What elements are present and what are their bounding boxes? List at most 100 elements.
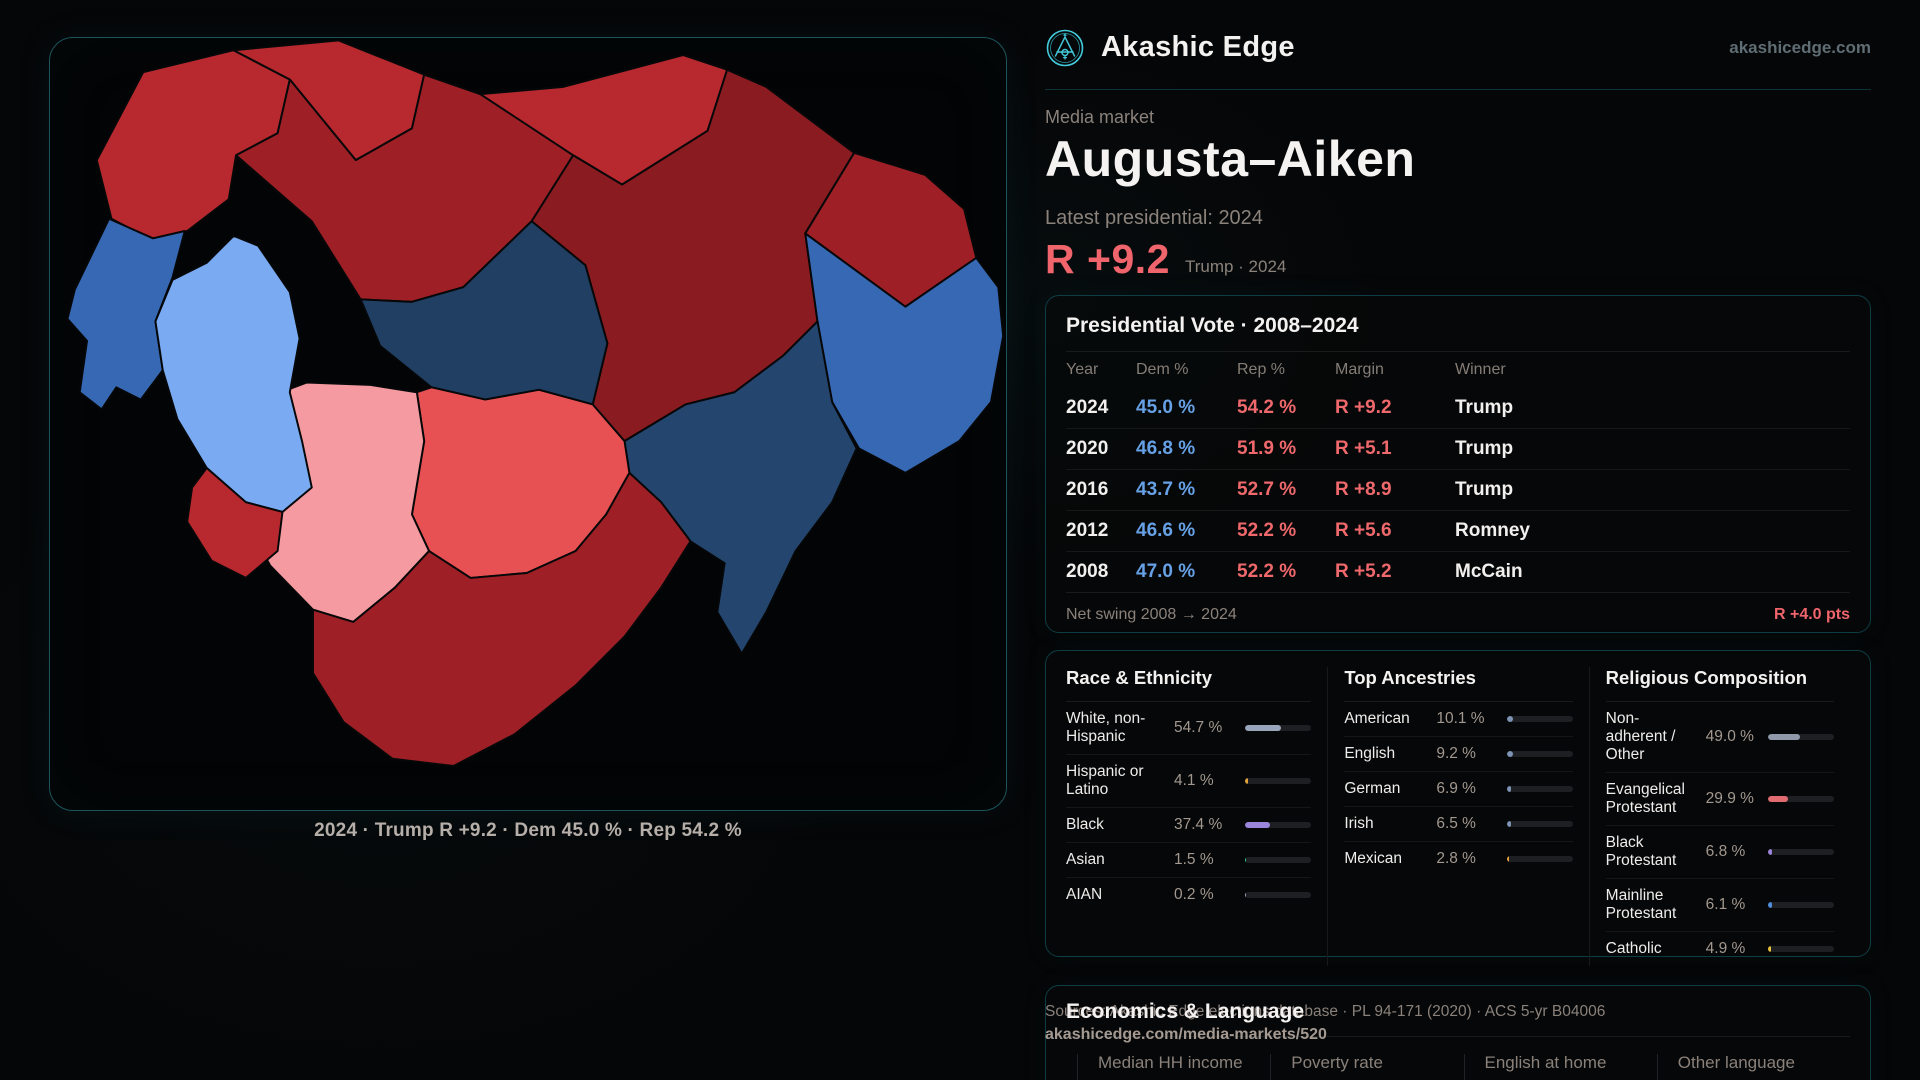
demo-row-bar-fill	[1768, 849, 1773, 855]
economics-stat: Median HH income $48,178	[1077, 1054, 1270, 1080]
vote-cell: 52.7 %	[1237, 479, 1297, 500]
demo-row-bar	[1506, 786, 1573, 792]
demo-row-value: 10.1 %	[1436, 710, 1485, 727]
demo-row: Irish 6.5 %	[1344, 807, 1573, 842]
demo-row-bar-fill	[1245, 725, 1282, 731]
economics-stat: English at home 94.1 %	[1463, 1053, 1657, 1080]
net-swing-value: R +4.0 pts	[1773, 605, 1850, 623]
demo-row-bar-fill	[1768, 946, 1772, 952]
site-domain-link[interactable]: akashicedge.com	[1729, 37, 1871, 57]
vote-cell: 47.0 %	[1136, 561, 1196, 582]
margin-value: R +9.2	[1045, 236, 1170, 282]
demo-row-label: Mexican	[1344, 850, 1403, 867]
stat-label: Poverty rate	[1291, 1053, 1383, 1072]
county-south-darkred[interactable]	[312, 471, 692, 768]
demo-row: English 9.2 %	[1344, 737, 1573, 772]
demo-row-value: 9.2 %	[1436, 745, 1476, 762]
demo-row-bar-fill	[1768, 796, 1788, 802]
demo-row-bar	[1245, 725, 1312, 731]
demo-row-bar	[1506, 856, 1573, 862]
demo-row-bar	[1768, 734, 1834, 740]
stat-label: Median HH income	[1098, 1053, 1243, 1072]
demo-row-label: AIAN	[1066, 886, 1103, 903]
demo-row-bar-fill	[1768, 734, 1801, 740]
sources-footer: Sources: Akashic Edge elections database…	[1045, 1003, 1871, 1044]
demo-row-label: Non-adherent / Other	[1605, 710, 1676, 763]
demo-row-label: Black	[1066, 816, 1104, 833]
margin-context: Trump · 2024	[1184, 257, 1287, 276]
demo-row-bar	[1768, 902, 1834, 908]
stat-value: 5.9 %	[1678, 1078, 1850, 1080]
demo-row-bar	[1245, 778, 1312, 784]
map-panel	[49, 37, 1007, 811]
demo-row: German 6.9 %	[1344, 772, 1573, 807]
demo-row-bar	[1506, 751, 1573, 757]
demo-row-value: 4.1 %	[1174, 772, 1214, 789]
vote-cell: 2020	[1066, 438, 1109, 459]
demo-row-bar-fill	[1768, 902, 1773, 908]
vote-cell: Trump	[1455, 479, 1514, 500]
demo-row: Asian 1.5 %	[1066, 843, 1312, 878]
demo-row-bar-fill	[1506, 716, 1514, 722]
vote-cell: 45.0 %	[1136, 396, 1196, 418]
demo-row-bar	[1768, 849, 1834, 855]
vote-cell: R +9.2	[1335, 396, 1392, 418]
vote-cell: 54.2 %	[1237, 396, 1297, 418]
demo-row: White, non-Hispanic 54.7 %	[1066, 702, 1312, 755]
demo-row: AIAN 0.2 %	[1066, 878, 1312, 912]
demo-row-value: 6.9 %	[1436, 780, 1476, 797]
vote-table-header: Year Dem % Rep % Margin Winner	[1066, 352, 1850, 387]
stat-label: English at home	[1484, 1053, 1607, 1072]
vote-col-header: Margin	[1335, 360, 1384, 378]
demo-row-bar-fill	[1506, 821, 1511, 827]
demo-row-label: Mainline Protestant	[1605, 887, 1677, 922]
stat-value: 18.2 %	[1291, 1078, 1463, 1080]
demo-row-value: 37.4 %	[1174, 816, 1223, 833]
demo-row-bar-fill	[1506, 751, 1513, 757]
vote-cell: Trump	[1455, 438, 1514, 459]
county-sw-red[interactable]	[186, 466, 284, 579]
county-west-blue[interactable]	[66, 217, 186, 411]
demo-row-bar-fill	[1506, 856, 1509, 862]
demo-column-title: Race & Ethnicity	[1066, 667, 1312, 702]
net-swing-label: Net swing 2008 → 2024	[1066, 605, 1237, 623]
vote-col-header: Year	[1066, 360, 1099, 378]
demo-row-value: 29.9 %	[1705, 790, 1754, 807]
presidential-vote-panel: Presidential Vote · 2008–2024 Year Dem % R…	[1045, 295, 1871, 633]
demo-row-value: 6.5 %	[1436, 815, 1476, 832]
demo-row: Hispanic or Latino 4.1 %	[1066, 755, 1312, 808]
demo-row-value: 0.2 %	[1174, 886, 1214, 903]
demo-column-title: Religious Composition	[1605, 667, 1834, 702]
vote-table-row: 2020 46.8 % 51.9 % R +5.1 Trump	[1066, 428, 1850, 469]
demo-row-label: Asian	[1066, 851, 1105, 868]
demo-row-label: Hispanic or Latino	[1066, 763, 1144, 798]
economics-stats: Median HH income $48,178 Poverty rate 18.2 …	[1077, 1054, 1850, 1080]
demo-row-bar	[1768, 946, 1834, 952]
brand-logo-icon[interactable]	[1045, 28, 1085, 68]
vote-cell: McCain	[1455, 561, 1523, 582]
detail-column: Akashic Edge akashicedge.com Media marke…	[1045, 0, 1871, 1080]
permalink[interactable]: akashicedge.com/media-markets/520	[1045, 1026, 1327, 1043]
demo-row-bar-fill	[1506, 786, 1512, 792]
vote-cell: R +8.9	[1335, 479, 1392, 500]
demo-row-value: 54.7 %	[1174, 719, 1223, 736]
demo-row: Black Protestant 6.8 %	[1605, 826, 1834, 879]
sources-line: Sources: Akashic Edge elections database…	[1045, 1003, 1606, 1020]
latest-presidential-label: Latest presidential: 2024	[1045, 207, 1263, 229]
county-lightblue[interactable]	[154, 234, 313, 513]
demo-column-race: Race & Ethnicity White, non-Hispanic 54.7 …	[1066, 667, 1327, 966]
vote-cell: 2008	[1066, 561, 1109, 582]
map-caption: 2024 · Trump R +9.2 · Dem 45.0 % · Rep 5…	[314, 820, 742, 841]
vote-cell: 52.2 %	[1237, 561, 1297, 582]
divider	[1066, 1036, 1850, 1037]
vote-table-row: 2012 46.6 % 52.2 % R +5.6 Romney	[1066, 510, 1850, 551]
demo-row-bar	[1506, 716, 1573, 722]
demo-row: Non-adherent / Other 49.0 %	[1605, 702, 1834, 773]
demo-row-label: Evangelical Protestant	[1605, 781, 1685, 816]
vote-cell: 2016	[1066, 479, 1109, 500]
county-navy-center[interactable]	[359, 220, 609, 406]
demo-row-bar	[1768, 796, 1834, 802]
vote-cell: 51.9 %	[1237, 438, 1297, 459]
vote-cell: R +5.1	[1335, 438, 1392, 459]
economics-panel-title: Economics & Language	[1066, 1000, 1305, 1023]
